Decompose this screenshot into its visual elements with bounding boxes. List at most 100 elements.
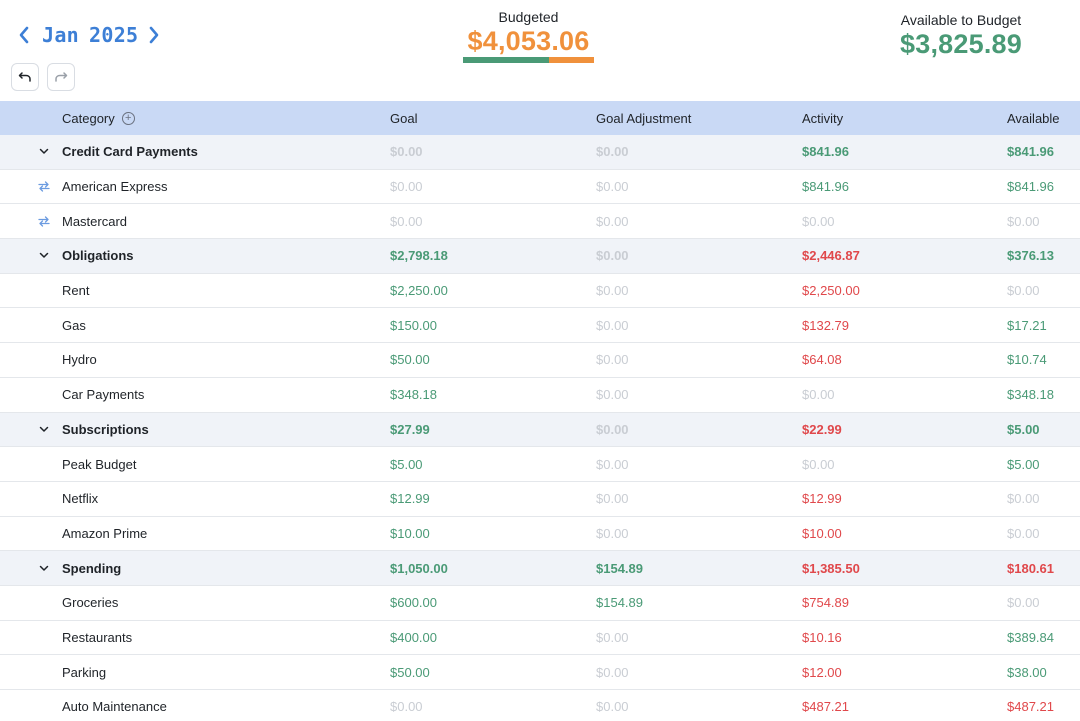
goal-adjustment-value[interactable]: $0.00 bbox=[596, 699, 629, 715]
goal-value[interactable]: $2,250.00 bbox=[390, 283, 448, 299]
category-group-row[interactable]: Credit Card Payments $0.00 $0.00 $841.96 $84… bbox=[0, 135, 1080, 170]
month-year: 2025 bbox=[89, 23, 139, 47]
goal-value[interactable]: $2,798.18 bbox=[390, 248, 448, 264]
previous-month-button[interactable] bbox=[14, 22, 34, 48]
goal-adjustment-value[interactable]: $0.00 bbox=[596, 491, 629, 507]
goal-adjustment-value[interactable]: $0.00 bbox=[596, 283, 629, 299]
month-name: Jan bbox=[42, 23, 80, 47]
category-group-row[interactable]: Spending $1,050.00 $154.89 $1,385.50 $180.61 bbox=[0, 551, 1080, 586]
category-row[interactable]: Mastercard $0.00 $0.00 $0.00 $0.00 bbox=[0, 204, 1080, 240]
column-header-goal[interactable]: Goal bbox=[390, 110, 418, 126]
category-group-row[interactable]: Subscriptions $27.99 $0.00 $22.99 $5.00 bbox=[0, 412, 1080, 448]
goal-value[interactable]: $1,050.00 bbox=[390, 560, 448, 576]
goal-value[interactable]: $400.00 bbox=[390, 629, 437, 645]
goal-adjustment-value[interactable]: $0.00 bbox=[596, 144, 629, 160]
goal-adjustment-value[interactable]: $154.89 bbox=[596, 560, 643, 576]
available-value: $5.00 bbox=[1007, 421, 1040, 437]
goal-adjustment-value[interactable]: $0.00 bbox=[596, 179, 629, 195]
goal-value[interactable]: $348.18 bbox=[390, 387, 437, 403]
next-month-button[interactable] bbox=[144, 22, 164, 48]
category-row[interactable]: Amazon Prime $10.00 $0.00 $10.00 $0.00 bbox=[0, 517, 1080, 552]
column-header-goal-adjustment[interactable]: Goal Adjustment bbox=[596, 110, 692, 126]
goal-adjustment-value[interactable]: $0.00 bbox=[596, 352, 629, 368]
category-row[interactable]: Gas $150.00 $0.00 $132.79 $17.21 bbox=[0, 308, 1080, 344]
category-name[interactable]: Parking bbox=[62, 664, 107, 680]
category-name[interactable]: Subscriptions bbox=[62, 421, 149, 437]
collapse-group-toggle[interactable] bbox=[36, 239, 52, 273]
goal-value[interactable]: $600.00 bbox=[390, 595, 437, 611]
available-value: $389.84 bbox=[1007, 629, 1054, 645]
undo-button[interactable] bbox=[11, 63, 39, 91]
category-name[interactable]: Restaurants bbox=[62, 629, 133, 645]
category-row[interactable]: Netflix $12.99 $0.00 $12.99 $0.00 bbox=[0, 482, 1080, 517]
goal-adjustment-value[interactable]: $0.00 bbox=[596, 387, 629, 403]
goal-value[interactable]: $0.00 bbox=[390, 179, 423, 195]
goal-adjustment-value[interactable]: $0.00 bbox=[596, 213, 629, 229]
category-row[interactable]: American Express $0.00 $0.00 $841.96 $841.96 bbox=[0, 170, 1080, 205]
category-row[interactable]: Groceries $600.00 $154.89 $754.89 $0.00 bbox=[0, 586, 1080, 621]
goal-value[interactable]: $0.00 bbox=[390, 213, 423, 229]
chevron-down-icon bbox=[39, 253, 49, 259]
goal-adjustment-value[interactable]: $0.00 bbox=[596, 421, 629, 437]
category-group-row[interactable]: Obligations $2,798.18 $0.00 $2,446.87 $376.1… bbox=[0, 239, 1080, 274]
goal-value[interactable]: $0.00 bbox=[390, 144, 423, 160]
goal-value[interactable]: $27.99 bbox=[390, 421, 430, 437]
goal-value[interactable]: $5.00 bbox=[390, 456, 423, 472]
category-name[interactable]: Mastercard bbox=[62, 213, 128, 229]
goal-adjustment-value[interactable]: $154.89 bbox=[596, 595, 643, 611]
collapse-group-toggle[interactable] bbox=[36, 551, 52, 585]
goal-value[interactable]: $0.00 bbox=[390, 699, 423, 715]
category-row[interactable]: Restaurants $400.00 $0.00 $10.16 $389.84 bbox=[0, 621, 1080, 656]
goal-value[interactable]: $10.00 bbox=[390, 525, 430, 541]
category-name[interactable]: Obligations bbox=[62, 248, 134, 264]
available-value: $487.21 bbox=[1007, 699, 1054, 715]
goal-adjustment-value[interactable]: $0.00 bbox=[596, 317, 629, 333]
category-name[interactable]: Credit Card Payments bbox=[62, 144, 198, 160]
category-name[interactable]: Spending bbox=[62, 560, 122, 576]
collapse-group-toggle[interactable] bbox=[36, 135, 52, 169]
category-name[interactable]: Gas bbox=[62, 317, 86, 333]
available-value: $0.00 bbox=[1007, 595, 1040, 611]
column-header-activity[interactable]: Activity bbox=[802, 110, 844, 126]
month-label[interactable]: Jan 2025 bbox=[42, 23, 138, 47]
row-icon-spacer bbox=[36, 690, 52, 721]
category-row[interactable]: Rent $2,250.00 $0.00 $2,250.00 $0.00 bbox=[0, 274, 1080, 309]
category-name[interactable]: American Express bbox=[62, 179, 168, 195]
goal-adjustment-value[interactable]: $0.00 bbox=[596, 629, 629, 645]
chevron-down-icon bbox=[39, 426, 49, 432]
category-name[interactable]: Netflix bbox=[62, 491, 99, 507]
available-value: $38.00 bbox=[1007, 664, 1047, 680]
category-row[interactable]: Auto Maintenance $0.00 $0.00 $487.21 $487.21 bbox=[0, 690, 1080, 721]
category-name[interactable]: Hydro bbox=[62, 352, 97, 368]
category-name[interactable]: Peak Budget bbox=[62, 456, 137, 472]
category-row[interactable]: Hydro $50.00 $0.00 $64.08 $10.74 bbox=[0, 343, 1080, 378]
add-category-button[interactable]: + bbox=[121, 111, 135, 125]
column-header-available[interactable]: Available bbox=[1007, 110, 1060, 126]
goal-adjustment-value[interactable]: $0.00 bbox=[596, 525, 629, 541]
goal-value[interactable]: $50.00 bbox=[390, 664, 430, 680]
category-name[interactable]: Auto Maintenance bbox=[62, 699, 167, 715]
chevron-right-icon bbox=[150, 26, 159, 44]
available-value: $180.61 bbox=[1007, 560, 1054, 576]
goal-adjustment-value[interactable]: $0.00 bbox=[596, 248, 629, 264]
row-icon-spacer bbox=[36, 447, 52, 481]
category-name[interactable]: Rent bbox=[62, 283, 90, 299]
goal-adjustment-value[interactable]: $0.00 bbox=[596, 664, 629, 680]
goal-value[interactable]: $50.00 bbox=[390, 352, 430, 368]
goal-value[interactable]: $12.99 bbox=[390, 491, 430, 507]
available-value: $17.21 bbox=[1007, 317, 1047, 333]
activity-value: $1,385.50 bbox=[802, 560, 860, 576]
activity-value: $2,250.00 bbox=[802, 283, 860, 299]
category-row[interactable]: Parking $50.00 $0.00 $12.00 $38.00 bbox=[0, 655, 1080, 690]
category-name[interactable]: Groceries bbox=[62, 595, 119, 611]
chevron-down-icon bbox=[39, 149, 49, 155]
category-name[interactable]: Amazon Prime bbox=[62, 525, 148, 541]
collapse-group-toggle[interactable] bbox=[36, 413, 52, 447]
category-row[interactable]: Peak Budget $5.00 $0.00 $0.00 $5.00 bbox=[0, 447, 1080, 482]
goal-adjustment-value[interactable]: $0.00 bbox=[596, 456, 629, 472]
redo-button[interactable] bbox=[47, 63, 75, 91]
available-value: $0.00 bbox=[1007, 525, 1040, 541]
category-name[interactable]: Car Payments bbox=[62, 387, 145, 403]
category-row[interactable]: Car Payments $348.18 $0.00 $0.00 $348.18 bbox=[0, 378, 1080, 413]
goal-value[interactable]: $150.00 bbox=[390, 317, 437, 333]
